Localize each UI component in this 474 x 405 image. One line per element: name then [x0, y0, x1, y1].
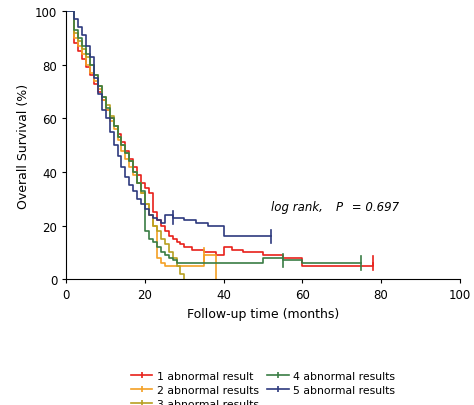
Y-axis label: Overall Survival (%): Overall Survival (%) — [17, 83, 29, 208]
Text: P: P — [336, 201, 343, 214]
Legend: 1 abnormal result, 2 abnormal results, 3 abnormal results, 4 abnormal results, 5: 1 abnormal result, 2 abnormal results, 3… — [127, 367, 400, 405]
X-axis label: Follow-up time (months): Follow-up time (months) — [187, 307, 339, 320]
Text: log rank,: log rank, — [271, 201, 327, 214]
Text: = 0.697: = 0.697 — [347, 201, 399, 214]
